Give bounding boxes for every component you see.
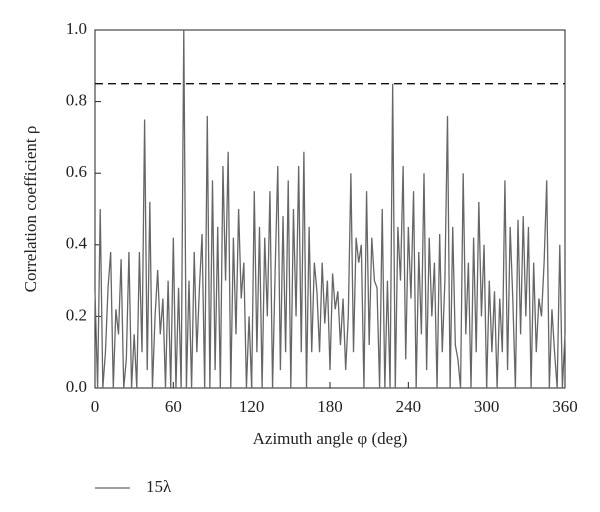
x-tick-label: 180	[317, 397, 343, 416]
legend-label: 15λ	[146, 477, 172, 496]
y-tick-label: 0.8	[66, 91, 87, 110]
y-tick-label: 0.6	[66, 162, 87, 181]
x-tick-label: 0	[91, 397, 100, 416]
x-tick-label: 300	[474, 397, 500, 416]
x-tick-label: 60	[165, 397, 182, 416]
x-axis-label: Azimuth angle φ (deg)	[253, 429, 408, 448]
y-tick-label: 0.2	[66, 305, 87, 324]
data-line	[94, 29, 566, 389]
y-axis-label: Correlation coefficient ρ	[21, 126, 40, 293]
y-tick-label: 1.0	[66, 19, 87, 38]
x-tick-label: 120	[239, 397, 265, 416]
x-tick-label: 240	[396, 397, 422, 416]
x-tick-label: 360	[552, 397, 578, 416]
y-tick-label: 0.0	[66, 377, 87, 396]
y-tick-label: 0.4	[66, 234, 88, 253]
